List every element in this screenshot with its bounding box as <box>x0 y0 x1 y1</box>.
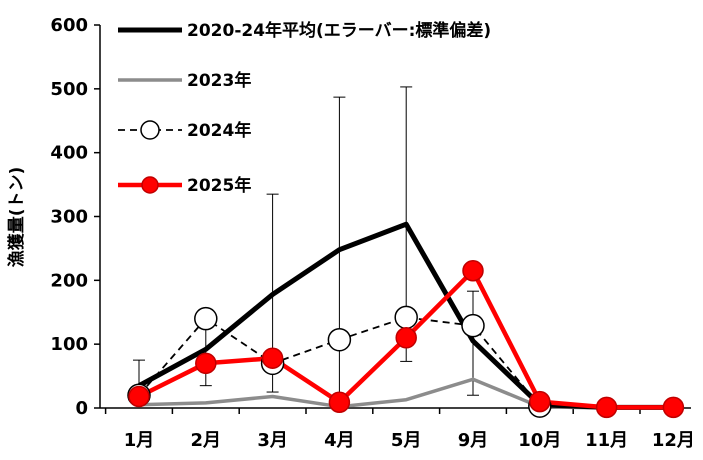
series-4-point <box>128 385 150 408</box>
x-tick-label: 3月 <box>257 430 288 451</box>
legend: 2020-24年平均(エラーバー:標準偏差) 2023年 2024年 2025年 <box>118 20 491 196</box>
x-tick-label: 1月 <box>124 430 155 451</box>
series-4-point <box>328 391 351 414</box>
y-tick-label: 0 <box>75 398 88 419</box>
series-4-point <box>529 390 551 413</box>
y-tick-label: 300 <box>50 207 88 228</box>
y-tick-label: 600 <box>50 15 88 36</box>
y-tick-label: 500 <box>50 79 88 100</box>
y-tick-labels: 0 100 200 300 400 500 600 <box>50 15 88 419</box>
series-4-point <box>462 260 484 282</box>
y-axis-label: 漁獲量(トン) <box>6 167 27 268</box>
axes <box>94 24 691 414</box>
x-tick-label: 11月 <box>585 430 628 451</box>
series-3-point <box>194 306 218 331</box>
y-tick-label: 100 <box>50 334 88 355</box>
series-4-point <box>662 396 685 419</box>
x-tick-label: 4月 <box>324 430 355 451</box>
series-4-point <box>595 396 618 419</box>
legend-label-3: 2024年 <box>187 120 251 141</box>
y-tick-label: 200 <box>50 270 88 291</box>
series-2-line <box>138 377 674 410</box>
series-3-point <box>327 327 352 352</box>
legend-label-2: 2023年 <box>187 70 251 91</box>
x-tick-label: 5月 <box>391 430 422 451</box>
legend-marker-4 <box>141 176 159 194</box>
x-tick-labels: 1月 2月 3月 4月 5月 9月 10月 11月 12月 <box>124 430 695 451</box>
y-tick-label: 400 <box>50 143 88 164</box>
series-3-point <box>394 305 418 330</box>
series-4-point <box>261 347 284 369</box>
series-3-point <box>461 313 485 338</box>
series-markers <box>127 260 685 419</box>
x-tick-label: 10月 <box>518 430 561 451</box>
x-tick-label: 9月 <box>458 430 489 451</box>
x-tick-label: 12月 <box>652 430 695 451</box>
x-tick-label: 2月 <box>191 430 222 451</box>
legend-label-1: 2020-24年平均(エラーバー:標準偏差) <box>187 20 491 41</box>
legend-marker-3 <box>140 120 160 140</box>
series-4-point <box>195 352 217 375</box>
legend-label-4: 2025年 <box>187 175 251 196</box>
series-4-point <box>395 327 417 349</box>
